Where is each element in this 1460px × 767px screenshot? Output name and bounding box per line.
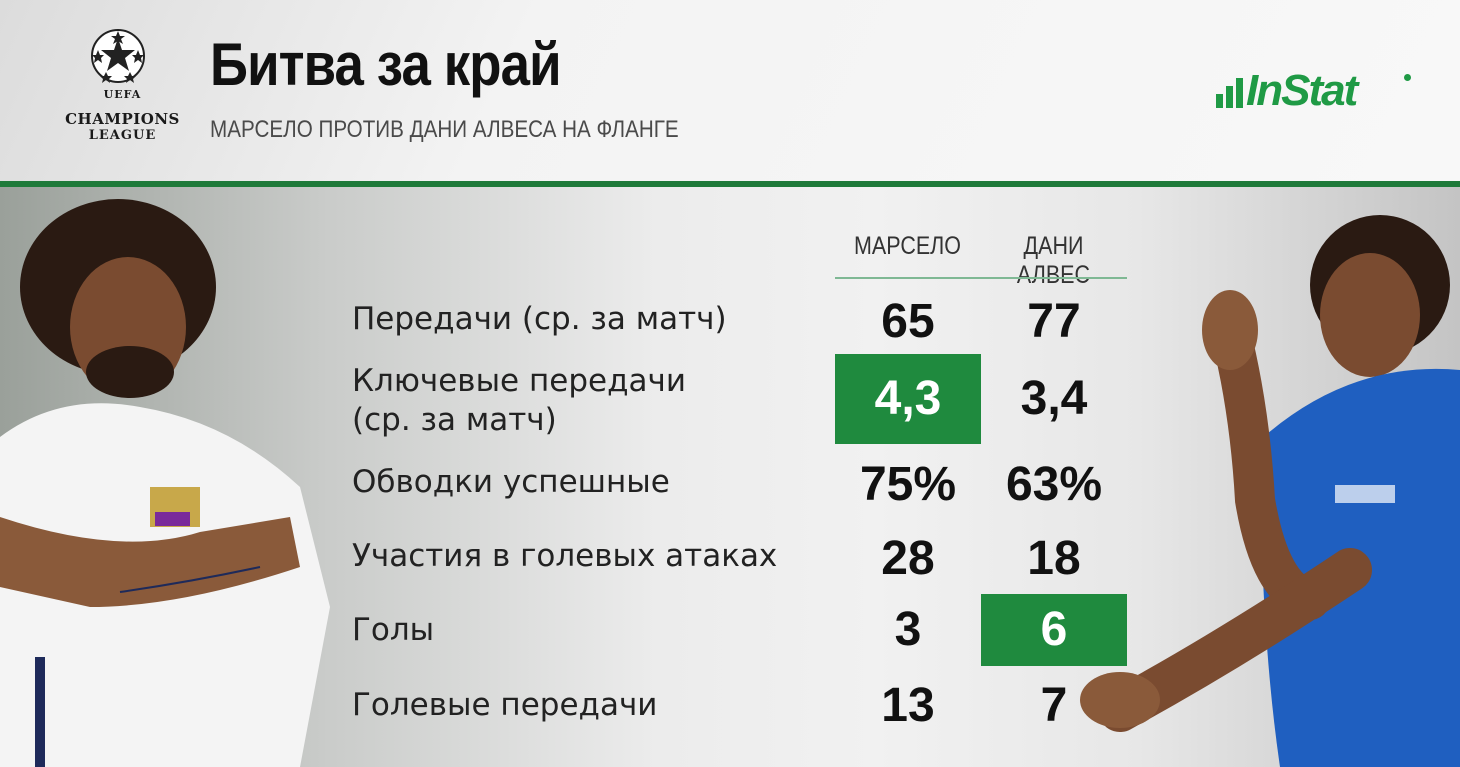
stat-value-marcelo: 65 — [881, 295, 935, 348]
header — [0, 0, 1460, 181]
stat-value-marcelo: 28 — [881, 532, 935, 585]
stat-value-marcelo: 13 — [881, 679, 935, 732]
header-divider — [0, 181, 1460, 187]
instat-logo: InStat — [1216, 66, 1416, 115]
stat-label-dribbles: Обводки успешные — [352, 464, 670, 500]
starball-icon — [91, 29, 145, 83]
page-subtitle: МАРСЕЛО ПРОТИВ ДАНИ АЛВЕСА НА ФЛАНГЕ — [210, 116, 679, 143]
stat-label-goal-attacks: Участия в голевых атаках — [352, 538, 778, 574]
header-underline — [835, 277, 1127, 279]
stat-value-marcelo: 3 — [894, 603, 922, 656]
logo-line-champions: CHAMPIONS — [65, 110, 180, 128]
stat-label-passes: Передачи (ср. за матч) — [352, 301, 727, 337]
page-title: Битва за край — [210, 31, 562, 98]
logo-line-league: LEAGUE — [88, 128, 157, 143]
logo-bar — [1216, 94, 1223, 108]
stat-value-marcelo: 75% — [859, 458, 957, 511]
logo-line-uefa: UEFA — [103, 88, 142, 101]
stat-label-goals: Голы — [352, 612, 435, 648]
stat-value-dani-alves: 77 — [1027, 295, 1081, 348]
player-marcelo-photo — [0, 199, 330, 767]
champions-league-logo: UEFA CHAMPIONS LEAGUE — [60, 28, 185, 148]
stat-value-dani-alves-highlighted: 6 — [981, 594, 1127, 666]
instat-wordmark: InStat — [1246, 66, 1358, 115]
stat-label-assists: Голевые передачи — [352, 687, 658, 723]
stat-value-dani-alves: 7 — [1040, 679, 1068, 732]
stat-value-dani-alves: 63% — [1005, 458, 1103, 511]
logo-bar — [1236, 78, 1243, 108]
column-header-marcelo: МАРСЕЛО — [853, 232, 962, 260]
stat-label-key-passes: Ключевые передачи (ср. за матч) — [352, 363, 686, 438]
logo-dot — [1404, 74, 1411, 81]
stat-value-marcelo-highlighted: 4,3 — [835, 354, 981, 444]
stat-value-dani-alves: 18 — [1027, 532, 1081, 585]
stat-value-dani-alves: 3,4 — [1020, 372, 1088, 425]
logo-bar — [1226, 86, 1233, 108]
player-dani-alves-photo — [1080, 215, 1460, 767]
column-header-dani-alves: ДАНИ АЛВЕС — [1016, 232, 1091, 289]
